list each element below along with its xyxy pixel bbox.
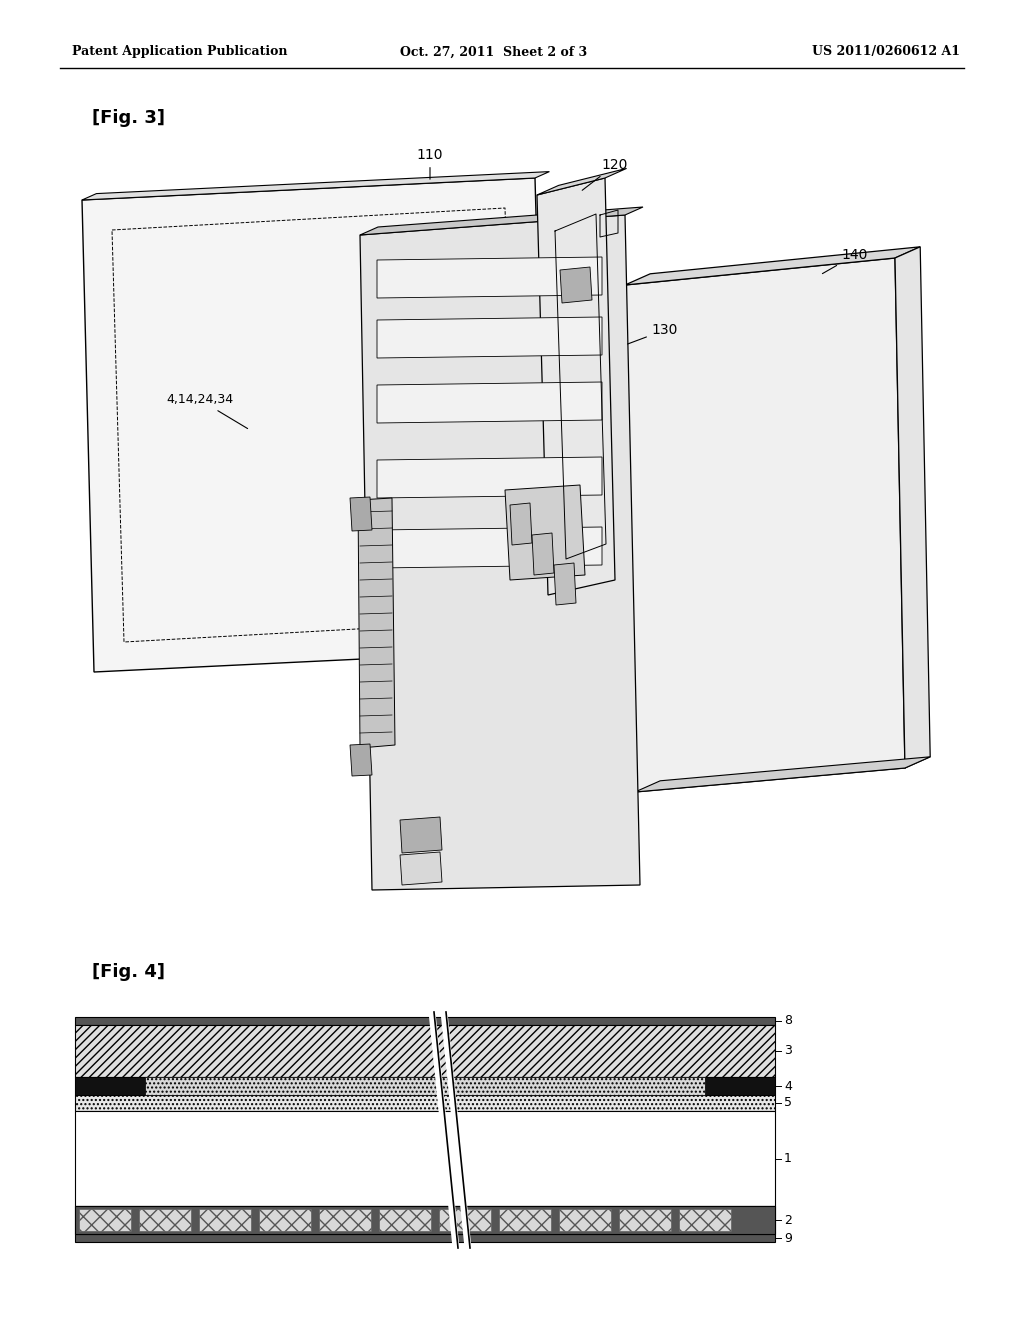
Polygon shape (377, 257, 602, 298)
Text: [Fig. 4]: [Fig. 4] (92, 964, 165, 981)
Bar (379, 1209, 431, 1232)
Text: 4: 4 (784, 1080, 792, 1093)
Text: 140: 140 (822, 248, 868, 273)
Bar (618, 1209, 671, 1232)
Bar (145, 1077, 705, 1096)
Text: Patent Application Publication: Patent Application Publication (72, 45, 288, 58)
Polygon shape (377, 317, 602, 358)
Polygon shape (377, 457, 602, 498)
Bar (259, 1209, 311, 1232)
Text: Oct. 27, 2011  Sheet 2 of 3: Oct. 27, 2011 Sheet 2 of 3 (400, 45, 587, 58)
Polygon shape (635, 756, 930, 792)
Polygon shape (510, 503, 532, 545)
Text: 110: 110 (417, 148, 443, 180)
Bar (439, 1209, 490, 1232)
Bar (705, 1077, 775, 1096)
Polygon shape (377, 527, 602, 568)
Bar (75, 1096, 775, 1111)
Text: 130: 130 (628, 323, 678, 345)
Polygon shape (360, 215, 640, 890)
Polygon shape (625, 257, 905, 792)
Text: 120: 120 (583, 158, 628, 190)
Bar (559, 1209, 611, 1232)
Bar (139, 1209, 191, 1232)
Bar (75, 1234, 775, 1242)
Polygon shape (625, 247, 921, 285)
Polygon shape (358, 498, 395, 748)
Bar (75, 1111, 775, 1206)
Bar (75, 1026, 775, 1077)
Bar (499, 1209, 551, 1232)
Text: [Fig. 3]: [Fig. 3] (92, 110, 165, 127)
Polygon shape (377, 381, 602, 422)
Polygon shape (537, 169, 627, 195)
Polygon shape (554, 564, 575, 605)
Bar (319, 1209, 371, 1232)
Text: US 2011/0260612 A1: US 2011/0260612 A1 (812, 45, 961, 58)
Bar (75, 1206, 775, 1234)
Polygon shape (82, 178, 548, 672)
Text: 1: 1 (784, 1152, 792, 1166)
Polygon shape (895, 247, 930, 768)
Bar (75, 1016, 775, 1026)
Bar (679, 1209, 731, 1232)
Polygon shape (400, 817, 442, 853)
Text: 4,14,24,34: 4,14,24,34 (167, 393, 248, 429)
Polygon shape (560, 267, 592, 304)
Polygon shape (82, 172, 550, 201)
Polygon shape (360, 207, 643, 235)
Bar (75, 1077, 775, 1096)
Polygon shape (537, 178, 615, 595)
Bar (79, 1209, 131, 1232)
Bar (75, 1206, 775, 1234)
Polygon shape (400, 851, 442, 884)
Text: 9: 9 (784, 1232, 792, 1245)
Polygon shape (350, 744, 372, 776)
Text: 2: 2 (784, 1213, 792, 1226)
Polygon shape (505, 484, 585, 579)
Bar (75, 1077, 145, 1096)
Text: 5: 5 (784, 1097, 792, 1110)
Bar (199, 1209, 251, 1232)
Polygon shape (532, 533, 554, 576)
Text: 8: 8 (784, 1015, 792, 1027)
Text: 3: 3 (784, 1044, 792, 1057)
Polygon shape (350, 498, 372, 531)
